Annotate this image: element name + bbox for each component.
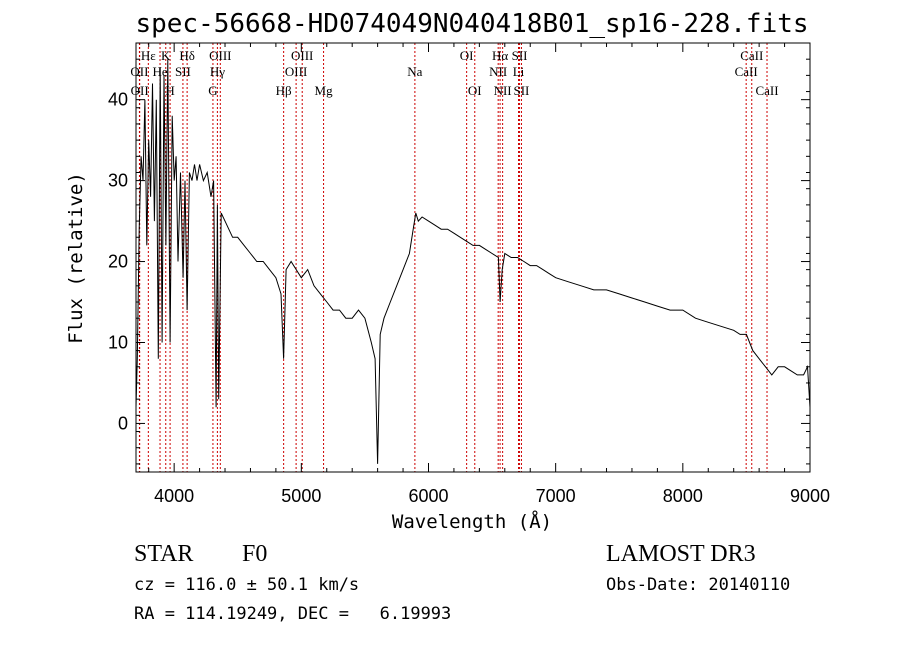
y-axis-label: Flux (relative) (65, 172, 87, 344)
obs-date: Obs-Date: 20140110 (606, 575, 790, 595)
survey-name: LAMOST DR3 (606, 541, 756, 567)
spectral-line-label: Li (513, 64, 525, 79)
redshift-text: cz = 116.0 ± 50.1 km/s (134, 575, 359, 595)
spectral-line-label: CaII (735, 64, 758, 79)
y-tick-label: 20 (108, 252, 128, 272)
spectral-line-label: Hε (141, 48, 156, 63)
spectral-line-label: H (165, 83, 174, 98)
subclass: F0 (242, 541, 267, 567)
spectral-line-label: OI (468, 83, 482, 98)
x-tick-label: 5000 (281, 486, 321, 506)
spectral-line-label: OII (131, 83, 149, 98)
spectral-line-label: NII (494, 83, 512, 98)
spectral-line-label: SII (512, 48, 528, 63)
spectral-line-label: SII (175, 64, 191, 79)
y-tick-label: 40 (108, 90, 128, 110)
x-tick-label: 8000 (663, 486, 703, 506)
x-tick-label: 6000 (408, 486, 448, 506)
spectral-line-label: Hβ (276, 83, 292, 98)
spectral-line-label: OIII (285, 64, 307, 79)
spectral-line-label: Hα (492, 48, 508, 63)
y-tick-label: 0 (118, 413, 128, 433)
x-tick-label: 9000 (790, 486, 830, 506)
spectral-line-label: Na (407, 64, 422, 79)
spectral-line-label: OI (460, 48, 474, 63)
spectral-line-label: Hδ (179, 48, 195, 63)
spectral-line-label: SII (514, 83, 530, 98)
spectral-line-markers (138, 43, 768, 472)
y-tick-label: 10 (108, 332, 128, 352)
x-tick-label: 7000 (536, 486, 576, 506)
spectral-line-label: CaII (755, 83, 778, 98)
y-axis-ticks: 0 10 20 30 40 (108, 58, 810, 465)
spectral-line-label: OIII (291, 48, 313, 63)
x-tick-label: 4000 (154, 486, 194, 506)
coordinates: RA = 114.19249, DEC = 6.19993 (134, 604, 451, 624)
plot-frame (135, 42, 811, 473)
spectral-line-label: NII (489, 64, 507, 79)
spectral-line-label: Mg (315, 83, 334, 98)
spectrum-series-line (135, 59, 811, 464)
spectral-line-label: OIII (209, 48, 231, 63)
spectral-line-label: G (208, 83, 217, 98)
spectral-line-label: CaII (740, 48, 763, 63)
x-axis-ticks: 4000 5000 6000 7000 8000 9000 (148, 43, 830, 506)
object-class: STAR (134, 541, 193, 567)
spectral-line-label: OII (130, 64, 148, 79)
spectral-line-label: K (161, 48, 171, 63)
x-axis-label: Wavelength (Å) (392, 510, 552, 533)
y-tick-label: 30 (108, 171, 128, 191)
chart-title: spec-56668-HD074049N040418B01_sp16-228.f… (135, 9, 808, 39)
spectral-line-label: Hγ (210, 64, 225, 79)
